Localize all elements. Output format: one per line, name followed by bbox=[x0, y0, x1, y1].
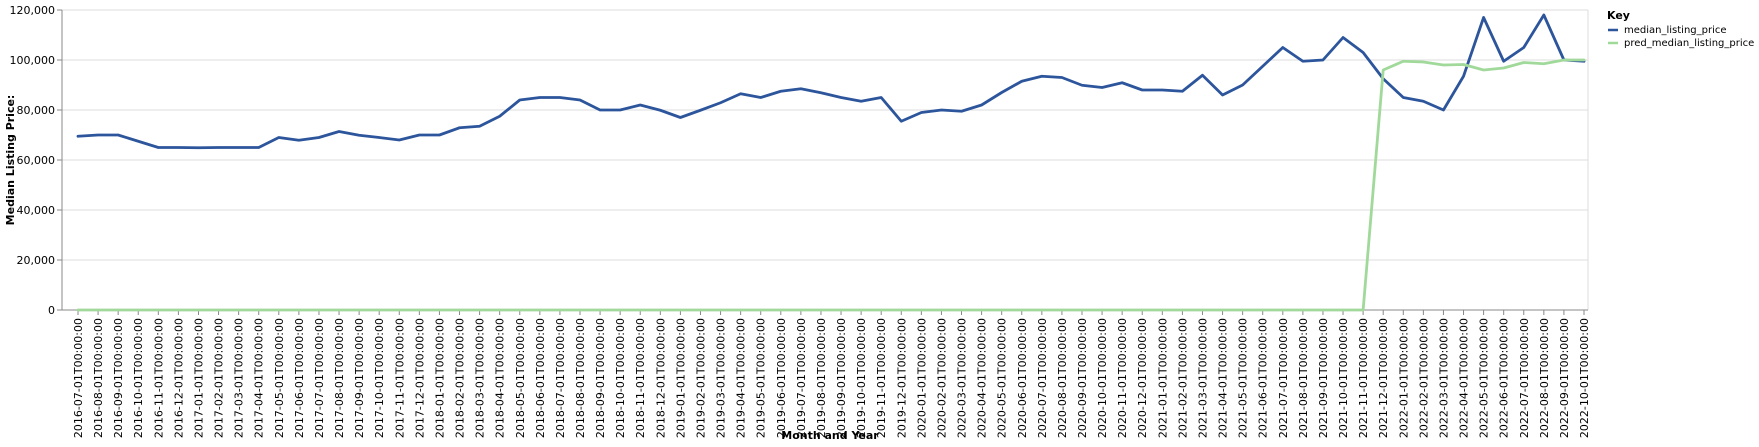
x-tick-label: 2017-03-01T00:00:00 bbox=[233, 318, 246, 438]
x-tick-label: 2019-12-01T00:00:00 bbox=[895, 318, 908, 438]
x-tick-label: 2017-02-01T00:00:00 bbox=[213, 318, 226, 438]
x-tick-label: 2018-06-01T00:00:00 bbox=[534, 318, 547, 438]
x-tick-label: 2022-01-01T00:00:00 bbox=[1397, 318, 1410, 438]
x-tick-label: 2022-03-01T00:00:00 bbox=[1437, 318, 1450, 438]
x-tick-label: 2021-08-01T00:00:00 bbox=[1297, 318, 1310, 438]
x-tick-label: 2018-11-01T00:00:00 bbox=[634, 318, 647, 438]
x-axis-title: Month and Year bbox=[781, 429, 879, 442]
x-tick-label: 2019-02-01T00:00:00 bbox=[694, 318, 707, 438]
x-tick-label: 2017-10-01T00:00:00 bbox=[373, 318, 386, 438]
x-tick-label: 2020-01-01T00:00:00 bbox=[915, 318, 928, 438]
y-tick-label: 120,000 bbox=[10, 4, 56, 17]
x-tick-label: 2020-07-01T00:00:00 bbox=[1036, 318, 1049, 438]
x-tick-label: 2019-07-01T00:00:00 bbox=[795, 318, 808, 438]
x-tick-label: 2019-04-01T00:00:00 bbox=[735, 318, 748, 438]
x-tick-label: 2018-07-01T00:00:00 bbox=[554, 318, 567, 438]
x-tick-label: 2019-11-01T00:00:00 bbox=[875, 318, 888, 438]
y-tick-label: 100,000 bbox=[10, 54, 56, 67]
x-tick-label: 2022-09-01T00:00:00 bbox=[1558, 318, 1571, 438]
x-tick-label: 2018-10-01T00:00:00 bbox=[614, 318, 627, 438]
x-tick-label: 2016-08-01T00:00:00 bbox=[92, 318, 105, 438]
x-tick-label: 2018-05-01T00:00:00 bbox=[514, 318, 527, 438]
x-tick-label: 2021-01-01T00:00:00 bbox=[1156, 318, 1169, 438]
x-tick-label: 2016-12-01T00:00:00 bbox=[172, 318, 185, 438]
x-tick-label: 2017-12-01T00:00:00 bbox=[413, 318, 426, 438]
x-tick-label: 2017-11-01T00:00:00 bbox=[393, 318, 406, 438]
x-tick-label: 2018-04-01T00:00:00 bbox=[494, 318, 507, 438]
x-tick-label: 2019-09-01T00:00:00 bbox=[835, 318, 848, 438]
x-tick-label: 2021-12-01T00:00:00 bbox=[1377, 318, 1390, 438]
x-tick-label: 2022-08-01T00:00:00 bbox=[1538, 318, 1551, 438]
series-line-pred-median-listing-price bbox=[76, 58, 1586, 312]
x-tick-label: 2022-07-01T00:00:00 bbox=[1518, 318, 1531, 438]
x-tick-label: 2017-06-01T00:00:00 bbox=[293, 318, 306, 438]
x-tick-label: 2017-04-01T00:00:00 bbox=[253, 318, 266, 438]
x-tick-label: 2018-09-01T00:00:00 bbox=[594, 318, 607, 438]
legend-label: median_listing_price bbox=[1624, 25, 1727, 36]
x-tick-label: 2018-03-01T00:00:00 bbox=[474, 318, 487, 438]
x-tick-label: 2020-11-01T00:00:00 bbox=[1116, 318, 1129, 438]
y-tick-label: 0 bbox=[48, 304, 55, 317]
x-tick-label: 2021-09-01T00:00:00 bbox=[1317, 318, 1330, 438]
x-tick-label: 2022-10-01T00:00:00 bbox=[1578, 318, 1591, 438]
x-tick-label: 2020-08-01T00:00:00 bbox=[1056, 318, 1069, 438]
x-tick-label: 2019-01-01T00:00:00 bbox=[674, 318, 687, 438]
x-tick-label: 2019-05-01T00:00:00 bbox=[755, 318, 768, 438]
x-tick-label: 2020-12-01T00:00:00 bbox=[1136, 318, 1149, 438]
x-tick-label: 2019-08-01T00:00:00 bbox=[815, 318, 828, 438]
x-tick-label: 2017-07-01T00:00:00 bbox=[313, 318, 326, 438]
x-tick-label: 2022-02-01T00:00:00 bbox=[1417, 318, 1430, 438]
legend-title: Key bbox=[1607, 9, 1630, 22]
x-tick-label: 2021-05-01T00:00:00 bbox=[1237, 318, 1250, 438]
x-tick-label: 2020-03-01T00:00:00 bbox=[956, 318, 969, 438]
y-tick-label: 20,000 bbox=[17, 254, 56, 267]
legend: Key median_listing_price pred_median_list… bbox=[1607, 9, 1754, 49]
x-tick-label: 2019-06-01T00:00:00 bbox=[775, 318, 788, 438]
x-tick-label: 2016-10-01T00:00:00 bbox=[132, 318, 145, 438]
x-tick-label: 2020-06-01T00:00:00 bbox=[1016, 318, 1029, 438]
x-tick-label: 2021-11-01T00:00:00 bbox=[1357, 318, 1370, 438]
x-tick-label: 2022-06-01T00:00:00 bbox=[1498, 318, 1511, 438]
x-tick-label: 2020-10-01T00:00:00 bbox=[1096, 318, 1109, 438]
y-tick-label: 60,000 bbox=[17, 154, 56, 167]
x-tick-label: 2018-01-01T00:00:00 bbox=[433, 318, 446, 438]
y-axis: 0 20,000 40,000 60,000 80,000 100,000 120,000 bbox=[10, 4, 63, 317]
x-tick-label: 2021-04-01T00:00:00 bbox=[1217, 318, 1230, 438]
x-tick-label: 2017-08-01T00:00:00 bbox=[333, 318, 346, 438]
legend-label: pred_median_listing_price bbox=[1624, 38, 1754, 49]
x-tick-label: 2022-04-01T00:00:00 bbox=[1458, 318, 1471, 438]
series-line-median-listing-price bbox=[76, 13, 1586, 150]
x-tick-label: 2020-09-01T00:00:00 bbox=[1076, 318, 1089, 438]
y-tick-label: 40,000 bbox=[17, 204, 56, 217]
x-tick-label: 2017-01-01T00:00:00 bbox=[192, 318, 205, 438]
x-tick-label: 2017-09-01T00:00:00 bbox=[353, 318, 366, 438]
x-tick-label: 2019-03-01T00:00:00 bbox=[715, 318, 728, 438]
x-tick-label: 2018-08-01T00:00:00 bbox=[574, 318, 587, 438]
series-layer bbox=[76, 13, 1586, 312]
legend-items: median_listing_price pred_median_listing_… bbox=[1608, 25, 1754, 49]
x-tick-label: 2020-02-01T00:00:00 bbox=[935, 318, 948, 438]
x-tick-label: 2016-11-01T00:00:00 bbox=[152, 318, 165, 438]
y-tick-label: 80,000 bbox=[17, 104, 56, 117]
x-tick-label: 2021-07-01T00:00:00 bbox=[1277, 318, 1290, 438]
x-tick-label: 2016-07-01T00:00:00 bbox=[72, 318, 85, 438]
x-tick-label: 2019-10-01T00:00:00 bbox=[855, 318, 868, 438]
x-tick-label: 2021-03-01T00:00:00 bbox=[1196, 318, 1209, 438]
x-tick-label: 2021-10-01T00:00:00 bbox=[1337, 318, 1350, 438]
x-tick-label: 2016-09-01T00:00:00 bbox=[112, 318, 125, 438]
x-tick-label: 2020-04-01T00:00:00 bbox=[976, 318, 989, 438]
x-tick-label: 2021-06-01T00:00:00 bbox=[1257, 318, 1270, 438]
x-tick-label: 2018-12-01T00:00:00 bbox=[654, 318, 667, 438]
x-tick-label: 2017-05-01T00:00:00 bbox=[273, 318, 286, 438]
x-axis: 2016-07-01T00:00:00 2016-08-01T00:00:00 20… bbox=[62, 309, 1591, 438]
x-tick-label: 2020-05-01T00:00:00 bbox=[996, 318, 1009, 438]
x-tick-label: 2022-05-01T00:00:00 bbox=[1478, 318, 1491, 438]
grid bbox=[62, 9, 1589, 311]
x-tick-label: 2021-02-01T00:00:00 bbox=[1176, 318, 1189, 438]
y-axis-title: Median Listing Price: bbox=[4, 95, 17, 226]
x-tick-label: 2018-02-01T00:00:00 bbox=[454, 318, 467, 438]
